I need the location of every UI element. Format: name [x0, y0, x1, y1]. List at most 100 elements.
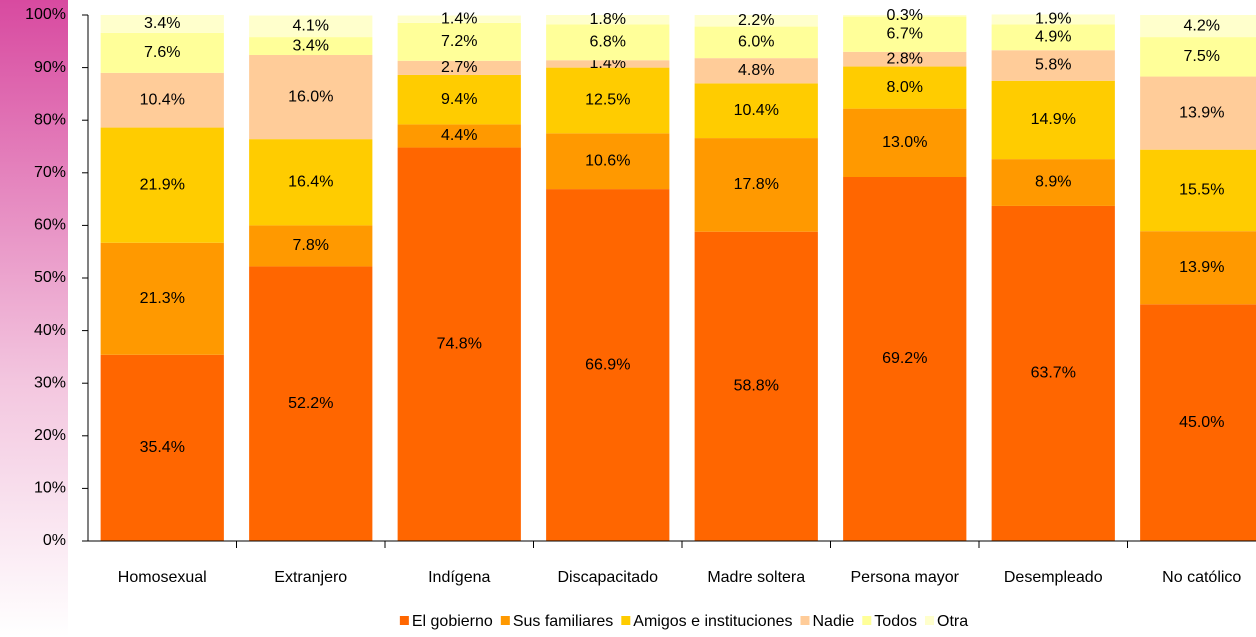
- x-tick-label: No católico: [1162, 569, 1241, 586]
- bar-segment: [991, 14, 1115, 25]
- data-label: 13.9%: [1179, 104, 1224, 121]
- data-label: 17.8%: [734, 176, 779, 193]
- data-label: 4.9%: [1035, 29, 1071, 46]
- bar-segment: [249, 37, 373, 55]
- bar-segment: [694, 231, 818, 541]
- bar-segment: [100, 15, 224, 33]
- x-tick-label: Indígena: [428, 569, 490, 586]
- legend-swatch: [621, 616, 631, 625]
- bar-segment: [991, 80, 1115, 160]
- data-label: 21.3%: [140, 290, 185, 307]
- data-label: 1.9%: [1035, 11, 1071, 28]
- legend-swatch: [399, 616, 409, 625]
- data-label: 63.7%: [1031, 365, 1076, 382]
- data-label: 35.4%: [140, 439, 185, 456]
- bar-segment: [397, 124, 521, 148]
- data-label: 21.9%: [140, 176, 185, 193]
- x-tick-label: Extranjero: [274, 569, 347, 586]
- bar-segment: [100, 72, 224, 128]
- data-label: 16.0%: [288, 88, 333, 105]
- plot: 0% 10% 20% 30% 40% 50% 60% 70% 80% 90% 100% 35.4% 21…: [25, 6, 1256, 630]
- data-label: 10.4%: [734, 102, 779, 119]
- data-label: 3.4%: [293, 37, 329, 54]
- bar-segment: [100, 32, 224, 73]
- data-label: 4.4%: [441, 127, 477, 144]
- data-label: 6.8%: [590, 34, 626, 51]
- data-label: 4.1%: [293, 18, 329, 35]
- side-band: [0, 0, 68, 637]
- bar-segment: [249, 225, 373, 267]
- data-label: 14.9%: [1031, 111, 1076, 128]
- legend-swatch: [500, 616, 510, 625]
- data-label: 6.7%: [887, 25, 923, 42]
- data-label: 8.0%: [887, 79, 923, 96]
- y-tick-label: 10%: [34, 480, 66, 497]
- bar-segment: [694, 83, 818, 139]
- legend-swatch: [800, 616, 810, 625]
- data-label: 13.9%: [1179, 259, 1224, 276]
- bar-segment: [249, 139, 373, 226]
- bar-segment: [546, 189, 670, 541]
- data-label: 13.0%: [882, 134, 927, 151]
- bar-segment: [843, 16, 967, 52]
- data-label: 7.8%: [293, 237, 329, 254]
- y-tick-label: 90%: [34, 59, 66, 76]
- y-tick-label: 100%: [25, 6, 66, 23]
- data-label: 7.2%: [441, 33, 477, 50]
- legend-label: Amigos e instituciones: [633, 613, 792, 630]
- bar-segment: [397, 74, 521, 125]
- bar-segment: [991, 50, 1115, 81]
- legend-label: Sus familiares: [513, 613, 613, 630]
- bar-segment: [991, 24, 1115, 51]
- data-label: 2.2%: [738, 12, 774, 29]
- data-label: 8.9%: [1035, 174, 1071, 191]
- data-label: 2.7%: [441, 59, 477, 76]
- data-label: 5.8%: [1035, 57, 1071, 74]
- data-label: 4.2%: [1184, 17, 1220, 34]
- data-label: 74.8%: [437, 335, 482, 352]
- data-label: 1.8%: [590, 11, 626, 28]
- data-label: 0.3%: [887, 7, 923, 24]
- x-tick-label: Desempleado: [1004, 569, 1103, 586]
- bar-segment: [397, 147, 521, 541]
- data-label: 52.2%: [288, 395, 333, 412]
- y-tick-label: 20%: [34, 427, 66, 444]
- data-label: 66.9%: [585, 356, 630, 373]
- bar-segment: [694, 26, 818, 59]
- bar-segment: [249, 15, 373, 38]
- bar-segment: [694, 58, 818, 84]
- data-label: 4.8%: [738, 62, 774, 79]
- bar-segment: [546, 60, 670, 68]
- bar-segment: [397, 60, 521, 75]
- data-label: 58.8%: [734, 378, 779, 395]
- y-tick-label: 80%: [34, 111, 66, 128]
- x-tick-label: Discapacitado: [558, 569, 659, 586]
- data-label: 16.4%: [288, 173, 333, 190]
- bar-segment: [843, 15, 967, 17]
- data-label: 69.2%: [882, 350, 927, 367]
- bar-segment: [694, 138, 818, 232]
- bar-segment: [546, 67, 670, 134]
- bar-segment: [843, 108, 967, 178]
- x-tick-label: Madre soltera: [707, 569, 805, 586]
- data-label: 12.5%: [585, 92, 630, 109]
- y-tick-label: 50%: [34, 269, 66, 286]
- bar-segment: [397, 15, 521, 23]
- bar-segment: [249, 54, 373, 140]
- data-label: 10.6%: [585, 152, 630, 169]
- data-label: 2.8%: [887, 50, 923, 67]
- data-label: 10.4%: [140, 91, 185, 108]
- bar-segment: [991, 205, 1115, 542]
- bar-segment: [546, 15, 670, 25]
- legend-label: Todos: [874, 613, 917, 630]
- y-tick-label: 0%: [43, 532, 66, 549]
- legend-label: Otra: [937, 613, 968, 630]
- bar-segment: [1140, 304, 1256, 541]
- bar-segment: [397, 22, 521, 61]
- data-label: 6.0%: [738, 34, 774, 51]
- bar-segment: [1140, 76, 1256, 150]
- bar-segment: [1140, 37, 1256, 77]
- data-label: 45.0%: [1179, 414, 1224, 431]
- bar-segment: [100, 354, 224, 541]
